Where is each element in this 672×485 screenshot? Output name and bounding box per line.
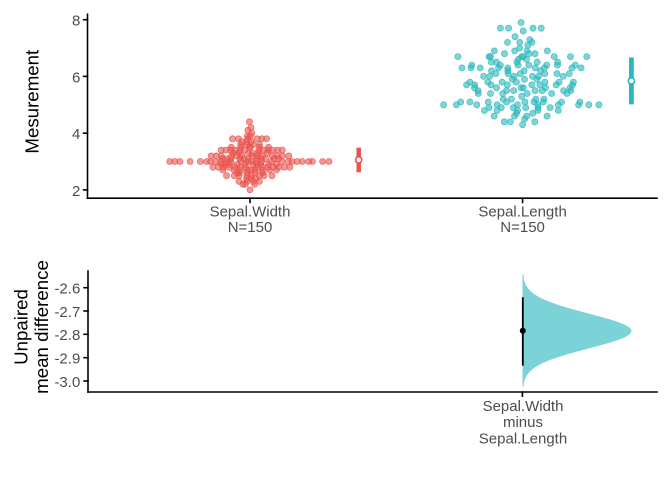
svg-text:4: 4 xyxy=(72,126,80,143)
svg-text:Unpaired: Unpaired xyxy=(10,289,31,365)
svg-text:Sepal.Length: Sepal.Length xyxy=(478,203,566,220)
svg-text:mean difference: mean difference xyxy=(31,260,52,394)
svg-text:N=150: N=150 xyxy=(500,219,545,236)
svg-text:-2.6: -2.6 xyxy=(54,281,80,298)
svg-text:minus: minus xyxy=(503,414,543,431)
svg-text:8: 8 xyxy=(72,13,80,30)
svg-text:6: 6 xyxy=(72,69,80,86)
svg-text:Sepal.Width: Sepal.Width xyxy=(483,398,564,415)
svg-text:-2.8: -2.8 xyxy=(54,327,80,344)
svg-text:-2.9: -2.9 xyxy=(54,351,80,368)
svg-text:-2.7: -2.7 xyxy=(54,304,80,321)
svg-text:2: 2 xyxy=(72,183,80,200)
svg-text:Mesurement: Mesurement xyxy=(21,49,42,154)
svg-text:Sepal.Length: Sepal.Length xyxy=(479,430,567,447)
svg-text:-3.0: -3.0 xyxy=(54,374,80,391)
svg-text:N=150: N=150 xyxy=(228,219,273,236)
svg-text:Sepal.Width: Sepal.Width xyxy=(210,203,291,220)
